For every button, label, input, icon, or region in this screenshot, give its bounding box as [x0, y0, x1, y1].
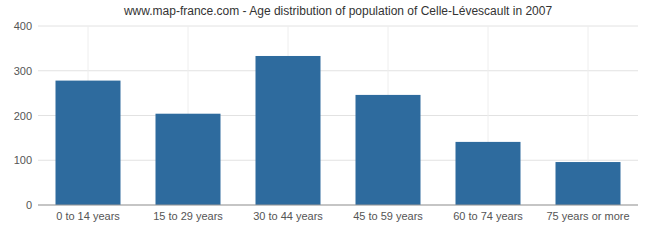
y-grid-line: [38, 115, 638, 116]
x-tick-label: 60 to 74 years: [453, 210, 523, 222]
x-axis: 0 to 14 years 15 to 29 years 30 to 44 year…: [38, 205, 638, 222]
y-tick-label: 200: [14, 110, 32, 122]
x-tick-label: 45 to 59 years: [353, 210, 423, 222]
bar: [456, 142, 521, 205]
y-tick-label: 400: [14, 20, 32, 32]
bar: [556, 162, 621, 205]
y-tick-label: 300: [14, 65, 32, 77]
y-grid-line: [38, 26, 638, 27]
y-axis: 0 100 200 300 400: [14, 20, 32, 211]
x-tick-label: 15 to 29 years: [153, 210, 223, 222]
x-tick-label: 30 to 44 years: [253, 210, 323, 222]
x-tick-label: 0 to 14 years: [56, 210, 120, 222]
x-axis-line: [38, 205, 638, 206]
bar: [356, 95, 421, 205]
bar: [256, 56, 321, 205]
bar: [156, 114, 221, 205]
bar: [56, 81, 121, 205]
grid: [38, 26, 638, 205]
y-grid-line: [38, 205, 638, 206]
x-tick-label: 75 years or more: [546, 210, 629, 222]
y-tick-label: 100: [14, 154, 32, 166]
y-grid-line: [38, 70, 638, 71]
y-tick-label: 0: [26, 199, 32, 211]
title: www.map-france.com - Age distribution of…: [123, 4, 553, 18]
bars: [56, 56, 621, 205]
page: {"chart_data": {"type": "bar", "title": …: [0, 0, 650, 229]
chart: www.map-france.com - Age distribution of…: [0, 0, 650, 229]
y-grid-line: [38, 160, 638, 161]
chart-container: www.map-france.com - Age distribution of…: [0, 0, 650, 229]
